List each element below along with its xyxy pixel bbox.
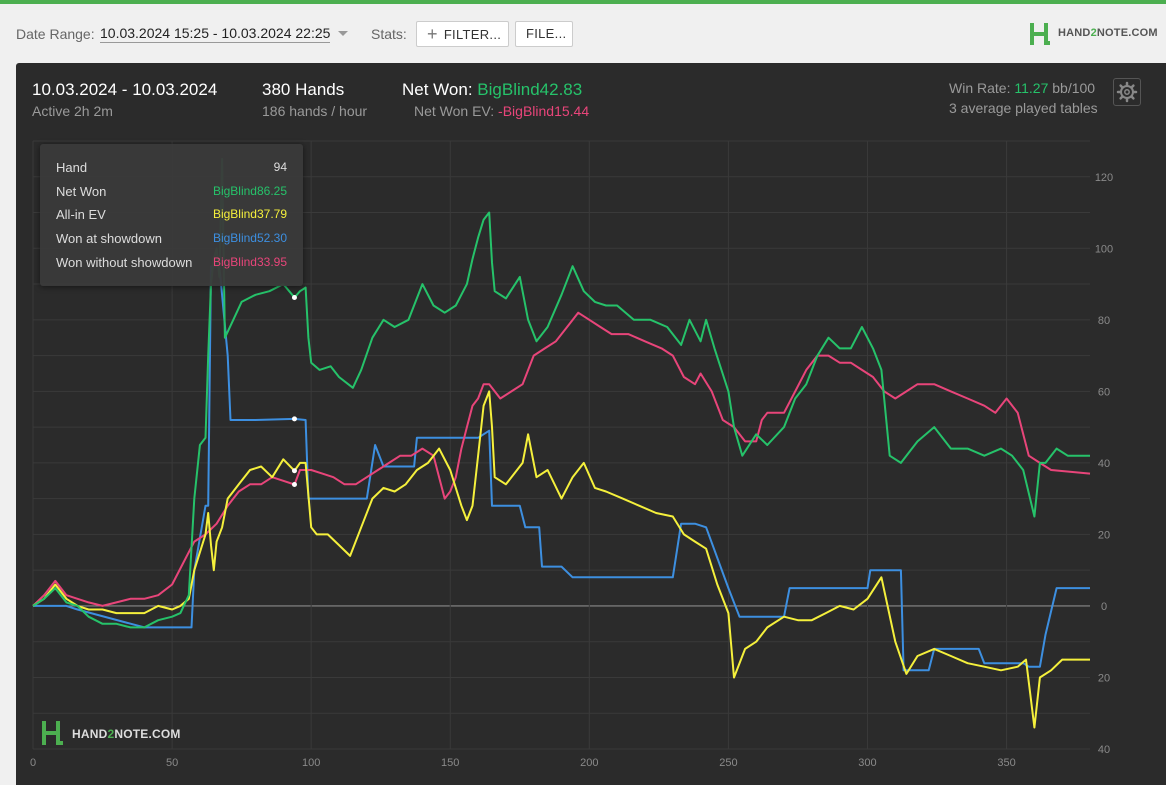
chevron-down-icon[interactable] [338, 31, 348, 36]
date-range-select[interactable]: 10.03.2024 15:25 - 10.03.2024 22:25 [100, 25, 331, 43]
filter-button[interactable]: + FILTER... [416, 21, 509, 47]
tooltip-row-hand: Hand 94 [56, 160, 287, 175]
y-tick-label: 20 [1098, 529, 1110, 541]
watermark-logo-icon [42, 721, 63, 745]
y-tick-label: 20 [1098, 672, 1110, 684]
date-span: 10.03.2024 - 10.03.2024 [32, 80, 218, 99]
y-tick-label: 120 [1095, 172, 1113, 184]
tooltip-row-allin-ev: All-in EV BigBlind37.79 [56, 207, 287, 222]
series-line-all-in-ev[interactable] [32, 390, 1090, 729]
series-line-won-without-showdown[interactable] [32, 311, 1091, 607]
x-tick-label: 150 [441, 757, 459, 769]
net-won-ev: Net Won EV: -BigBlind15.44 [414, 103, 590, 119]
hover-point [291, 468, 297, 474]
x-tick-label: 250 [719, 757, 737, 769]
hover-tooltip: Hand 94 Net Won BigBlind86.25 All-in EV Big… [40, 144, 303, 286]
series-line-won-at-showdown[interactable] [33, 265, 1090, 672]
y-tick-label: 40 [1098, 458, 1110, 470]
x-tick-label: 350 [997, 757, 1015, 769]
win-rate: Win Rate: 11.27 bb/100 [949, 80, 1096, 96]
tooltip-row-non-showdown: Won without showdown BigBlind33.95 [56, 255, 287, 270]
tooltip-row-showdown: Won at showdown BigBlind52.30 [56, 231, 287, 246]
brand-logo-text: HAND2NOTE.COM [1058, 27, 1158, 39]
hover-point [291, 482, 297, 488]
settings-button[interactable] [1113, 78, 1141, 106]
file-button[interactable]: FILE... [515, 21, 573, 47]
top-accent-bar [0, 0, 1166, 4]
series-line-net-won[interactable] [32, 157, 1090, 629]
x-tick-label: 100 [302, 757, 320, 769]
hover-point [291, 294, 297, 300]
average-tables: 3 average played tables [949, 100, 1098, 116]
hand2note-logo-icon [1030, 23, 1050, 45]
x-tick-label: 300 [858, 757, 876, 769]
net-won: Net Won: BigBlind42.83 [402, 80, 583, 99]
stats-label: Stats: [371, 26, 407, 42]
gear-icon [1116, 81, 1138, 103]
hands-per-hour: 186 hands / hour [262, 103, 368, 119]
plus-icon: + [427, 24, 438, 44]
y-tick-label: 80 [1098, 315, 1110, 327]
y-tick-label: 100 [1095, 243, 1113, 255]
y-tick-label: 0 [1101, 601, 1107, 613]
watermark-text: HAND2NOTE.COM [72, 727, 181, 741]
filter-button-label: FILTER... [443, 27, 502, 42]
y-tick-label: 40 [1098, 744, 1110, 756]
active-duration: Active 2h 2m [32, 103, 113, 119]
tooltip-row-net-won: Net Won BigBlind86.25 [56, 184, 287, 199]
x-tick-label: 200 [580, 757, 598, 769]
x-tick-label: 0 [30, 757, 36, 769]
hover-point [291, 416, 297, 422]
date-range-label: Date Range: [16, 26, 95, 42]
hands-count: 380 Hands [262, 80, 345, 99]
x-tick-label: 50 [166, 757, 178, 769]
y-tick-label: 60 [1098, 386, 1110, 398]
file-button-label: FILE... [526, 26, 567, 41]
toolbar: Date Range: 10.03.2024 15:25 - 10.03.202… [0, 4, 1166, 60]
